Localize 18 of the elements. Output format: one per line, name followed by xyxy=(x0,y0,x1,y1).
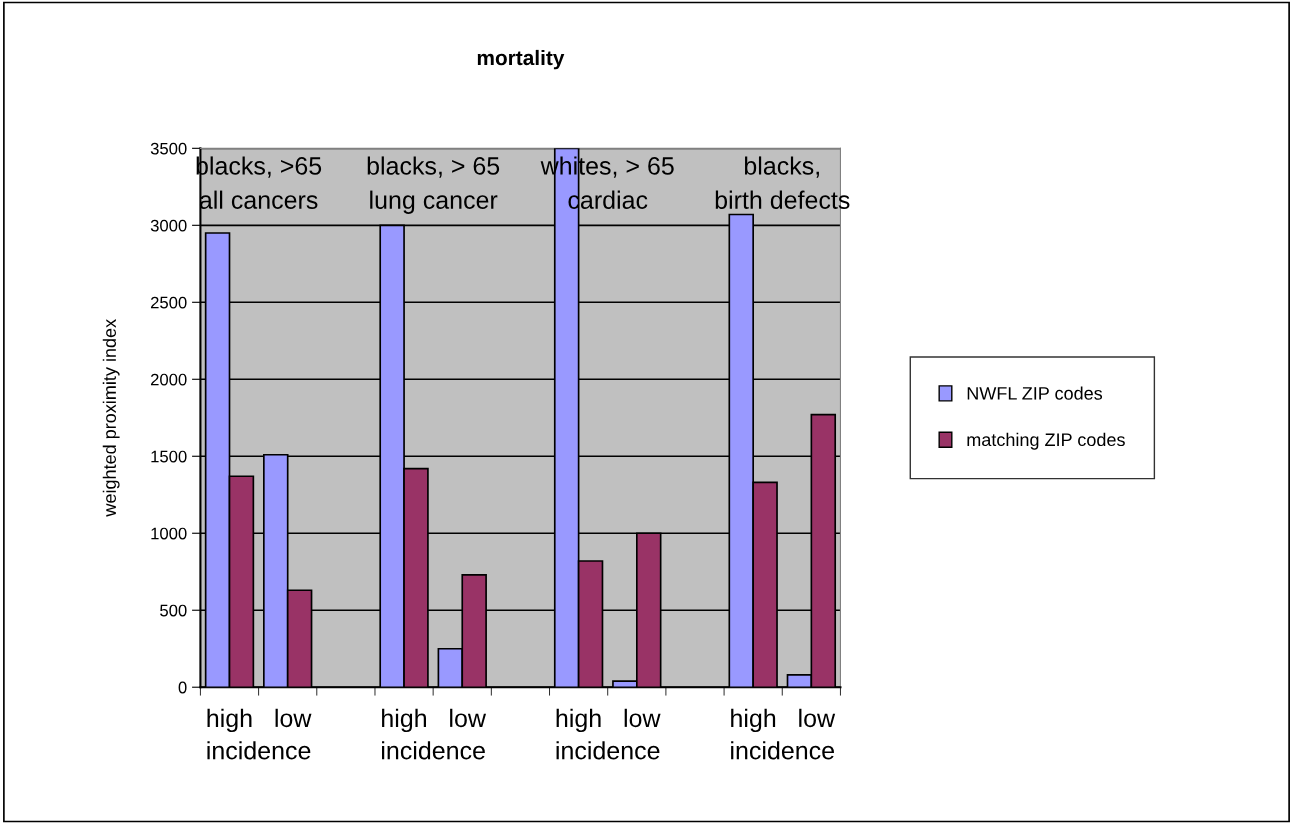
text: high low incidence xyxy=(731,708,836,760)
y-tick-label: 2500 xyxy=(150,296,187,309)
legend-label: matching ZIP codes xyxy=(967,432,1125,450)
y-tick-label: 3000 xyxy=(150,219,187,232)
y-tick-label: 3500 xyxy=(150,142,187,155)
y-tick-label: 1000 xyxy=(151,527,187,540)
y-tick-label: 0 xyxy=(178,681,187,694)
annotation: blacks, > 65 lung cancer xyxy=(367,156,500,214)
y-tick-label: 500 xyxy=(160,604,187,617)
text: high low incidence xyxy=(207,708,312,760)
text: high low incidence xyxy=(556,708,661,760)
y-tick-label: 1500 xyxy=(151,450,187,463)
text: high low incidence xyxy=(382,708,487,760)
chart-title: mortality xyxy=(477,49,565,70)
annotation: blacks, birth defects xyxy=(715,156,850,209)
y-axis-title: weighted proximity index xyxy=(102,319,120,517)
legend-label: NWFL ZIP codes xyxy=(967,386,1103,400)
y-tick-label: 2000 xyxy=(150,373,187,386)
